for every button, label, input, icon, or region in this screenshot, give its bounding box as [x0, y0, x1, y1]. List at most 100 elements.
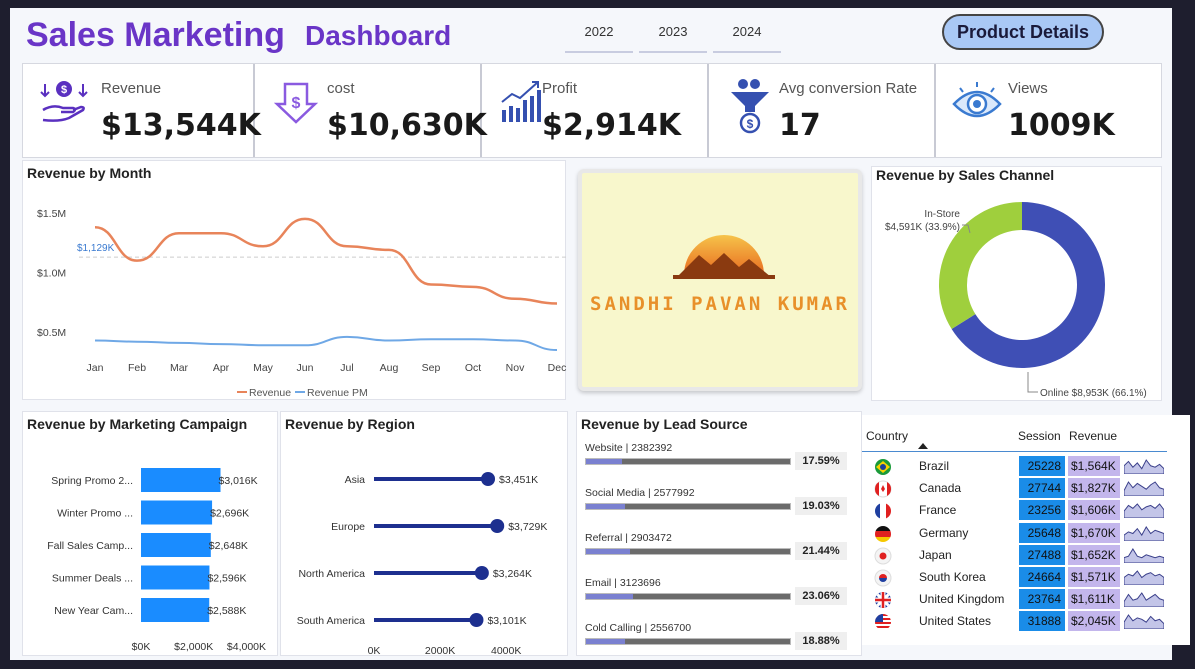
kpi-profit: Profit $2,914K	[482, 64, 709, 157]
growth-chart-icon	[501, 81, 541, 122]
region-dot	[481, 472, 496, 486]
year-tab-2022[interactable]: 2022	[565, 24, 633, 53]
kpi-value: $13,544K	[101, 108, 261, 143]
revenue-by-region-panel: Revenue by Region Asia $3,451K Europe $3,72…	[280, 411, 568, 657]
x-tick-label: Dec	[548, 362, 567, 374]
col-header-session[interactable]: Session	[1018, 429, 1061, 443]
lead-source-row: Social Media | 2577992 19.03%	[585, 487, 847, 515]
year-tab-2023[interactable]: 2023	[639, 24, 707, 53]
country-table: Country Session Revenue Brazil 25228 $1,56…	[862, 415, 1190, 645]
session-cell: 23256	[1019, 500, 1065, 521]
reference-label: $1,129K	[77, 243, 115, 254]
product-details-button[interactable]: Product Details	[942, 14, 1104, 50]
kpi-label: Profit	[542, 80, 578, 97]
lead-source-pct: 17.59%	[795, 452, 847, 470]
slice-leader-line	[1027, 372, 1038, 393]
kpi-row: $ Revenue $13,544K $ cost $10,630K Profi…	[22, 63, 1162, 158]
table-row[interactable]: Germany 25648 $1,670K	[862, 522, 1190, 544]
year-tab-2024[interactable]: 2024	[713, 24, 781, 53]
session-cell: 27488	[1019, 544, 1065, 565]
x-tick-label: $4,000K	[227, 641, 266, 653]
lead-source-row: Website | 2382392 17.59%	[585, 442, 847, 470]
country-name: Canada	[919, 481, 962, 496]
revenue-by-month-panel: Revenue by Month $0.5M $1.0M $1.5M Jan Feb Ma…	[22, 160, 567, 400]
dashboard-subtitle: Dashboard	[305, 20, 452, 51]
lead-source-bar	[586, 594, 634, 599]
region-dot	[469, 613, 484, 627]
slice-in-store	[939, 202, 1022, 330]
campaign-bar	[141, 468, 221, 492]
x-tick-label: Nov	[506, 362, 525, 374]
lead-source-label: Email | 3123696	[585, 577, 661, 589]
campaign-bar	[141, 500, 213, 525]
x-tick-label: Feb	[128, 362, 146, 374]
dollar-tag-icon: $	[273, 82, 319, 124]
region-value-label: $3,264K	[493, 568, 532, 580]
lead-source-pct: 18.88%	[795, 632, 847, 650]
y-tick-label: $0.5M	[37, 327, 66, 339]
table-row[interactable]: South Korea 24664 $1,571K	[862, 566, 1190, 588]
table-row[interactable]: Canada 27744 $1,827K	[862, 477, 1190, 499]
svg-text:$: $	[747, 117, 754, 131]
x-tick-label: Aug	[380, 362, 399, 374]
x-tick-label: $0K	[132, 641, 151, 653]
money-hand-icon: $	[40, 81, 88, 122]
lead-source-pct: 19.03%	[795, 497, 847, 515]
lead-source-bar	[586, 639, 625, 644]
revenue-by-sales-channel-chart: In-Store $4,591K (33.9%) Online $8,953K (6…	[885, 202, 1147, 399]
chart-title: Revenue by Marketing Campaign	[27, 416, 248, 432]
kpi-label: Avg conversion Rate	[779, 80, 918, 97]
session-cell: 24664	[1019, 567, 1065, 587]
header-divider	[862, 451, 1167, 452]
sort-asc-icon[interactable]	[918, 443, 928, 449]
country-name: France	[919, 503, 957, 518]
lead-source-track	[585, 593, 791, 600]
col-header-country[interactable]: Country	[866, 429, 909, 443]
y-tick-label: $1.0M	[37, 268, 66, 280]
x-tick-label: 4000K	[491, 645, 521, 657]
region-dot	[474, 566, 489, 580]
germany-flag-icon	[875, 525, 891, 542]
table-row[interactable]: Brazil 25228 $1,564K	[862, 455, 1190, 477]
chart-title: Revenue by Month	[27, 165, 152, 181]
table-row[interactable]: United Kingdom 23764 $1,611K	[862, 588, 1190, 610]
revenue-cell: $2,045K	[1068, 611, 1120, 632]
y-tick-label: $1.5M	[37, 208, 66, 220]
region-value-label: $3,451K	[499, 474, 538, 486]
revenue-cell: $1,564K	[1068, 456, 1120, 476]
col-header-revenue[interactable]: Revenue	[1069, 429, 1118, 443]
revenue-cell: $1,606K	[1068, 500, 1120, 521]
region-label: South America	[297, 615, 365, 627]
slice-value-label: $4,591K (33.9%)	[885, 222, 960, 233]
slice-name-label: In-Store	[924, 209, 960, 220]
table-row[interactable]: Japan 27488 $1,652K	[862, 544, 1190, 566]
x-tick-label: $2,000K	[174, 641, 213, 653]
kpi-views: Views 1009K	[936, 64, 1163, 157]
x-tick-label: Jun	[297, 362, 314, 374]
lead-source-track	[585, 548, 791, 555]
x-tick-label: Apr	[213, 362, 230, 374]
revenue-by-lead-source-panel: Revenue by Lead Source Website | 2382392…	[576, 411, 862, 656]
lead-source-label: Referral | 2903472	[585, 532, 672, 544]
country-name: Brazil	[919, 459, 950, 473]
kpi-value: 17	[779, 108, 821, 143]
kpi-revenue: $ Revenue $13,544K	[23, 64, 261, 157]
bar-value-label: $2,648K	[209, 540, 248, 552]
dashboard: Sales Marketing Dashboard 2022 2023 2024…	[10, 8, 1190, 660]
sparkline-area	[1124, 614, 1164, 630]
brazil-flag-icon	[875, 459, 891, 475]
revenue-sparkline	[1124, 614, 1164, 630]
region-label: Asia	[345, 474, 366, 486]
bar-value-label: $3,016K	[219, 475, 258, 487]
bar-value-label: $2,596K	[207, 573, 246, 585]
region-label: North America	[298, 568, 365, 580]
revenue-sparkline	[1124, 459, 1164, 474]
lead-source-bar	[586, 504, 625, 509]
campaign-bar	[141, 533, 211, 557]
campaign-bar	[141, 598, 210, 622]
table-row[interactable]: France 23256 $1,606K	[862, 499, 1190, 521]
x-tick-label: May	[253, 362, 274, 374]
bar-category-label: Fall Sales Camp...	[47, 540, 133, 552]
table-row[interactable]: United States 31888 $2,045K	[862, 610, 1190, 632]
country-name: Germany	[919, 525, 969, 540]
